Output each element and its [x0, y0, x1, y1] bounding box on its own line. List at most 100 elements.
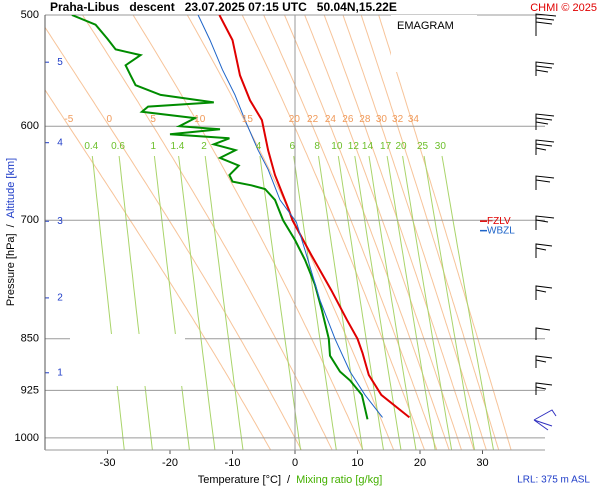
y-tick-label: 925 [21, 384, 39, 396]
adiabat-label: 34 [408, 114, 420, 125]
adiabat-label: 28 [359, 114, 371, 125]
wind-barb [535, 215, 555, 230]
separator: / [287, 474, 291, 486]
y-axis-label: Pressure [hPa] / Altitude [km] [5, 158, 17, 306]
table-box [70, 334, 185, 386]
wind-barb [535, 13, 557, 36]
mixing-ratio-line [318, 155, 364, 450]
mixing-ratio-line [368, 155, 417, 450]
adiabat-label: 20 [289, 114, 301, 125]
x-tick-label: -20 [162, 457, 178, 469]
mixing-ratio-label: 4 [256, 141, 262, 152]
wind-barb [535, 382, 553, 395]
wind-barb [535, 243, 553, 258]
y2-tick-label: 3 [57, 216, 63, 227]
profiles [71, 15, 411, 420]
wind-barb [535, 139, 555, 155]
mixing-ratio-label: 14 [362, 141, 374, 152]
mixing-ratio-line [441, 155, 494, 450]
wind-barb [535, 175, 555, 190]
diagram-lines [45, 15, 512, 450]
mixing-ratio-label: 0.6 [111, 141, 125, 152]
mixing-ratio-label: 20 [395, 141, 407, 152]
x-axis-label: Temperature [°C] / Mixing ratio [g/kg] [198, 474, 383, 486]
x-tick-label: 20 [414, 457, 426, 469]
x-tick-label: 0 [292, 457, 298, 469]
y2-label: Altitude [km] [5, 158, 17, 219]
y2-tick-label: 4 [57, 137, 63, 148]
adiabat-label: 26 [342, 114, 354, 125]
mixing-ratio-label: 1.4 [170, 141, 184, 152]
x-tick-label: 30 [476, 457, 488, 469]
mixing-ratio-line [293, 155, 337, 450]
y2-tick-label: 1 [57, 367, 63, 378]
legend-box [391, 15, 477, 72]
moist-adiabat [45, 88, 272, 450]
wind-barb [535, 355, 553, 368]
moist-adiabat [342, 15, 487, 450]
lrl-note: LRL: 375 m ASL [517, 475, 590, 486]
adiabat-label: 10 [194, 114, 206, 125]
profile-line [71, 15, 369, 420]
mixing-ratio-line [354, 155, 402, 450]
mixing-ratio-line [91, 155, 125, 450]
moist-adiabat [284, 15, 450, 450]
legend-title: EMAGRAM [397, 20, 454, 32]
wind-barb [535, 285, 553, 300]
wind-barb [535, 327, 551, 340]
mixing-ratio-line [153, 155, 190, 450]
mixing-ratio-label: 8 [314, 141, 320, 152]
adiabat-label: 15 [242, 114, 254, 125]
y-tick-label: 500 [21, 9, 39, 21]
chart-title: Praha-Libus descent 23.07.2025 07:15 UTC… [50, 0, 397, 14]
moist-adiabat [186, 15, 395, 450]
mixing-ratio-label: 10 [331, 141, 343, 152]
y-tick-label: 1000 [15, 432, 39, 444]
mixing-ratio-line [386, 155, 436, 450]
mixing-ratio-line [118, 155, 153, 450]
profile-line [218, 15, 411, 419]
adiabat-label: 24 [325, 114, 337, 125]
mixing-ratio-label: 0.4 [84, 141, 98, 152]
x-tick-label: -10 [225, 457, 241, 469]
moist-adiabat [263, 15, 438, 450]
adiabat-label: 0 [107, 114, 113, 125]
x-tick-label: -30 [100, 457, 116, 469]
level-label: WBZL [487, 225, 515, 236]
mixing-ratio-line [423, 155, 475, 450]
mixing-ratio-label: 1 [150, 141, 156, 152]
mixing-ratio-label: 2 [201, 141, 207, 152]
y-tick-label: 700 [21, 214, 39, 226]
wind-barbs [533, 13, 557, 431]
mixing-ratio-label: 30 [435, 141, 447, 152]
adiabat-label: 32 [392, 114, 404, 125]
adiabat-label: 30 [376, 114, 388, 125]
x-label: Temperature [°C] [198, 474, 281, 486]
wind-barb [533, 409, 557, 431]
moist-adiabat [82, 15, 333, 450]
x2-label: Mixing ratio [g/kg] [296, 474, 382, 486]
y-tick-label: 600 [21, 120, 39, 132]
wind-barb [535, 113, 555, 130]
adiabat-label: -5 [64, 114, 73, 125]
wind-barb [535, 61, 555, 76]
profile-line [197, 15, 383, 418]
y-label: Pressure [hPa] [5, 233, 17, 306]
separator: / [5, 223, 17, 227]
y2-tick-label: 5 [57, 57, 63, 68]
y2-tick-label: 2 [57, 293, 63, 304]
y-tick-label: 850 [21, 333, 39, 345]
moist-adiabat [378, 15, 512, 450]
moist-adiabat [45, 26, 302, 450]
mixing-ratio-label: 25 [417, 141, 429, 152]
moist-adiabat [323, 15, 475, 450]
moist-adiabat [132, 15, 364, 450]
mixing-ratio-line [178, 155, 216, 450]
mixing-ratio-label: 6 [290, 141, 296, 152]
level-label: FZLV [487, 216, 511, 227]
mixing-ratio-line [204, 155, 244, 450]
adiabat-label: 22 [307, 114, 319, 125]
moist-adiabat [304, 15, 463, 450]
mixing-ratio-label: 17 [380, 141, 392, 152]
